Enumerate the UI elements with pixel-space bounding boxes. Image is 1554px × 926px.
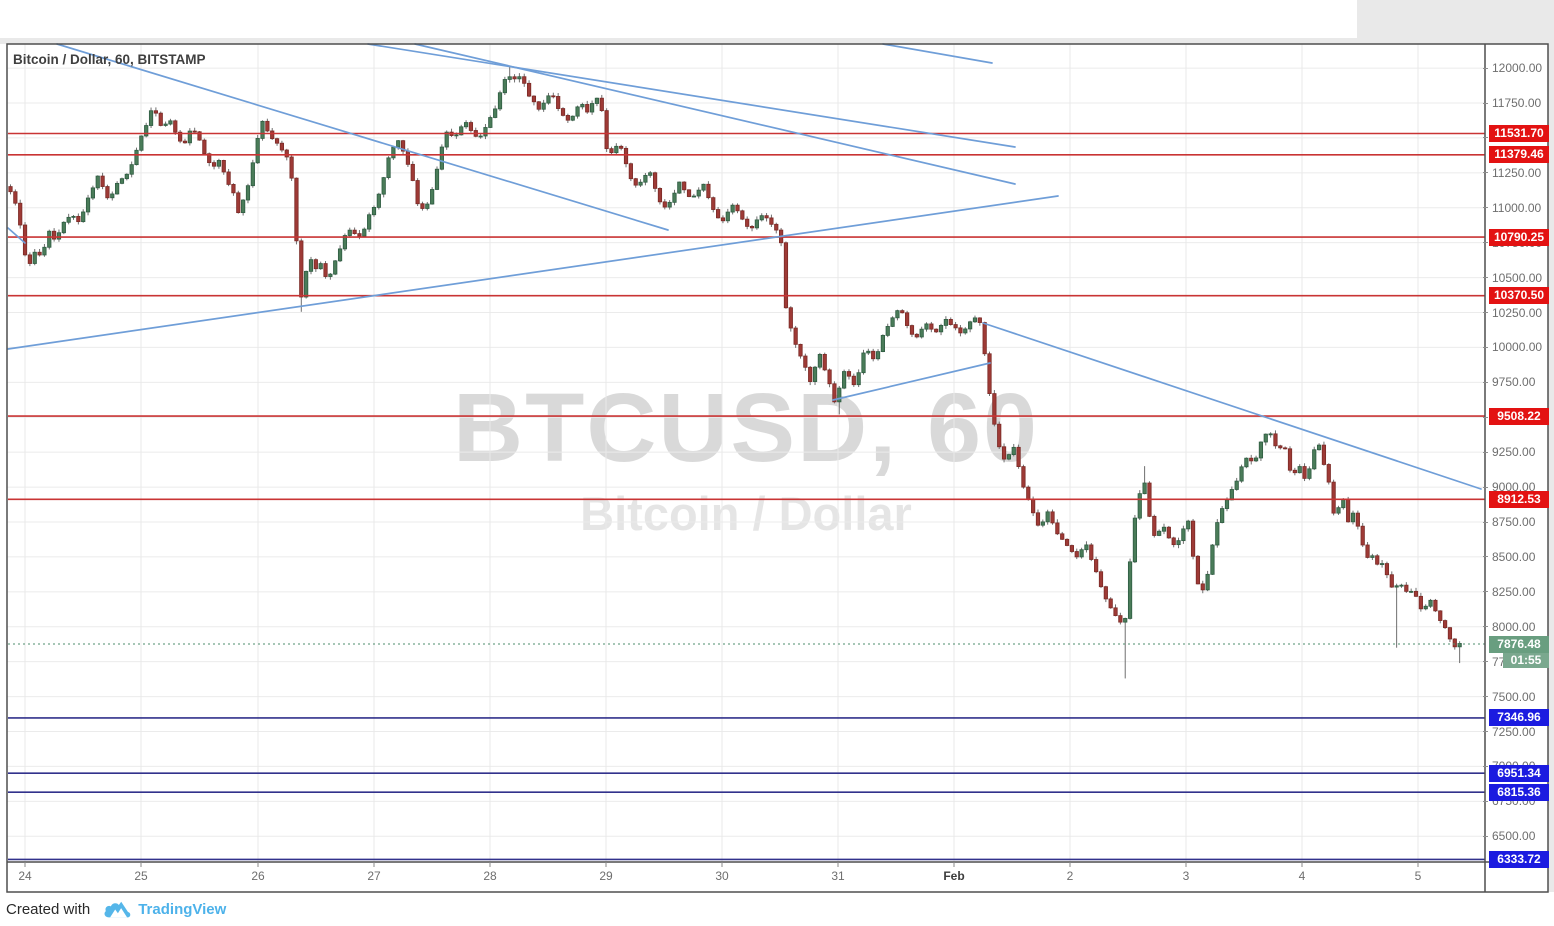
current-price-label: 7876.48 — [1489, 635, 1549, 653]
price-tick-label: 7250.00 — [1483, 723, 1535, 740]
time-axis[interactable]: 24 25 26 27 28 29 30 31 Feb 2 3 4 5 — [0, 862, 1548, 892]
price-tick-label: 10500.00 — [1483, 269, 1542, 286]
price-tick-label: 8500.00 — [1483, 548, 1535, 565]
price-tick-label: 11750.00 — [1483, 95, 1541, 112]
price-tick-label: 11250.00 — [1483, 164, 1541, 181]
red-level-price-label: 10370.50 — [1489, 287, 1549, 305]
price-tick-label: 6500.00 — [1483, 828, 1535, 845]
price-tick-label: 11000.00 — [1483, 199, 1541, 216]
level-lines — [8, 132, 1485, 861]
bar-countdown-label: 01:55 — [1503, 653, 1549, 668]
price-tick-label: 8000.00 — [1483, 618, 1535, 635]
created-with-label: Created with — [6, 901, 91, 918]
price-tick-label: 8750.00 — [1483, 514, 1535, 531]
time-tick-label: 27 — [367, 869, 381, 883]
time-tick-label: 25 — [134, 869, 148, 883]
blue-level-price-label: 6951.34 — [1489, 764, 1549, 782]
grid — [7, 44, 1485, 862]
blue-level-price-label: 7346.96 — [1489, 709, 1549, 727]
price-tick-label: 9750.00 — [1483, 374, 1535, 391]
price-tick-label: 9000.00 — [1483, 479, 1535, 496]
time-tick-label: 31 — [831, 869, 845, 883]
red-level-price-label: 11379.46 — [1489, 146, 1549, 164]
top-band — [0, 0, 1554, 44]
price-axis[interactable]: 6500.006750.007000.007250.007500.007750.… — [1480, 44, 1554, 892]
time-tick-label: 3 — [1182, 869, 1190, 883]
top-band-white — [0, 0, 1357, 38]
blue-level-price-label: 6815.36 — [1489, 783, 1549, 801]
time-tick-label: 29 — [599, 869, 613, 883]
blue-level-price-label: 6333.72 — [1489, 850, 1549, 868]
time-tick-label: 2 — [1066, 869, 1074, 883]
tradingview-logo-icon — [104, 901, 131, 917]
price-tick-label: 7500.00 — [1483, 688, 1535, 705]
chart-legend-title: Bitcoin / Dollar, 60, BITSTAMP — [13, 52, 206, 67]
price-tick-label: 8250.00 — [1483, 583, 1535, 600]
right-outer-strip — [1548, 44, 1554, 892]
trendlines — [7, 43, 1482, 490]
watermark-name: Bitcoin / Dollar — [580, 487, 912, 540]
red-level-price-label: 10790.25 — [1489, 228, 1549, 246]
time-tick-label: Feb — [943, 869, 965, 883]
red-level-price-label: 11531.70 — [1489, 125, 1549, 142]
time-tick-label: 24 — [18, 869, 32, 883]
watermark-symbol: BTCUSD, 60 — [453, 373, 1039, 482]
time-tick-label: 28 — [483, 869, 497, 883]
time-tick-label: 4 — [1298, 869, 1306, 883]
price-tick-label: 12000.00 — [1483, 60, 1542, 77]
tradingview-link[interactable]: TradingView — [138, 901, 227, 918]
price-tick-label: 10250.00 — [1483, 304, 1542, 321]
price-tick-label: 9250.00 — [1483, 444, 1535, 461]
time-tick-label: 30 — [715, 869, 729, 883]
attribution-bar: Created with TradingView — [0, 893, 1554, 926]
red-level-price-label: 8912.53 — [1489, 490, 1549, 508]
price-tick-label: 10000.00 — [1483, 339, 1542, 356]
frame — [6, 43, 1549, 893]
time-tick-label: 5 — [1414, 869, 1422, 883]
red-level-price-label: 9508.22 — [1489, 407, 1549, 425]
candlestick-series — [8, 66, 1462, 679]
time-tick-label: 26 — [251, 869, 265, 883]
